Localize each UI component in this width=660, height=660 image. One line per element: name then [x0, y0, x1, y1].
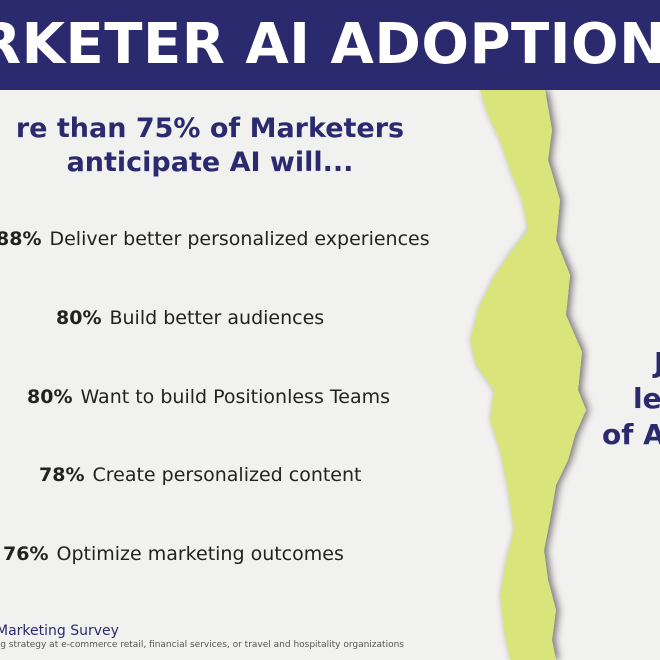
stat-label: Deliver better personalized experiences: [49, 228, 430, 250]
stat-item: 80% Build better audiences: [56, 307, 324, 329]
headline-line-1: re than 75% of Marketers: [15, 113, 405, 144]
torn-paper-divider: [470, 90, 586, 660]
stat-percent: 80%: [27, 386, 73, 408]
lime-tear-strip: [470, 90, 586, 660]
stats-panel: re than 75% of Marketers anticipate AI w…: [0, 90, 470, 660]
stat-percent: 76%: [3, 543, 49, 565]
right-line-3: of A: [602, 418, 660, 451]
stat-percent: 78%: [39, 464, 85, 486]
stat-percent: 80%: [56, 307, 102, 329]
stat-percent: 88%: [0, 228, 42, 250]
stat-label: Build better audiences: [109, 307, 325, 329]
stat-label: Optimize marketing outcomes: [56, 543, 344, 565]
title-banner: RKETER AI ADOPTION G: [0, 0, 660, 90]
right-line-2: le: [633, 382, 660, 415]
stat-label: Want to build Positionless Teams: [80, 386, 391, 408]
stat-item: 76% Optimize marketing outcomes: [3, 543, 344, 565]
page-title: RKETER AI ADOPTION G: [0, 12, 660, 77]
source-note: ing strategy at e-commerce retail, finan…: [0, 640, 404, 650]
headline: re than 75% of Marketers anticipate AI w…: [0, 112, 420, 180]
right-panel-text: J le of A: [602, 345, 660, 453]
stat-item: 88% Deliver better personalized experienc…: [0, 228, 430, 250]
headline-line-2: anticipate AI will...: [66, 147, 354, 178]
stat-label: Create personalized content: [92, 464, 362, 486]
source-text: Marketing Survey: [0, 623, 119, 639]
stat-item: 78% Create personalized content: [39, 464, 362, 486]
right-line-1: J: [654, 346, 660, 379]
stat-item: 80% Want to build Positionless Teams: [27, 386, 390, 408]
